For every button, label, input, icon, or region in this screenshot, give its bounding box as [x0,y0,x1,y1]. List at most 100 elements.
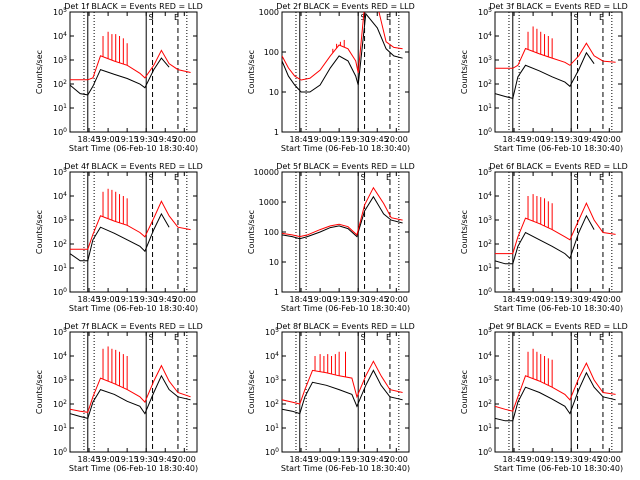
x-axis-title: Start Time (06-Feb-10 18:30:40) [69,464,198,473]
x-tick-label: 18:45 [78,455,101,464]
series-line-lld [70,49,191,81]
start-marker-label: S [361,173,366,182]
x-tick-label: 19:00 [522,295,545,304]
x-tick-label: 19:45 [579,455,602,464]
y-tick-label: 101 [478,423,492,433]
x-tick-label: 19:45 [154,295,177,304]
panel-title: Det 2f BLACK = Events RED = LLD [276,2,415,11]
y-tick-label: 100 [478,127,492,137]
plot-frame [494,11,623,133]
y-tick-label: 103 [265,375,279,385]
x-tick-label: 20:00 [385,455,408,464]
x-tick-label: 18:45 [290,295,313,304]
x-axis-title: Start Time (06-Feb-10 18:30:40) [281,304,410,313]
y-tick-label: 101 [478,263,492,273]
panel-title: Det 1f BLACK = Events RED = LLD [64,2,203,11]
plot-frame [494,171,623,293]
x-tick-label: 18:45 [503,135,526,144]
end-marker-label: E [174,13,179,22]
x-tick-label: 19:30 [135,455,158,464]
y-tick-label: 105 [478,327,492,337]
panel-det-7: Det 7f BLACK = Events RED = LLD 100 101 102… [35,322,203,473]
series-line-events [495,214,595,265]
x-tick-label: 20:00 [385,135,408,144]
plot-frame [69,331,198,453]
series-line-lld [70,364,191,413]
start-marker-label: S [149,173,154,182]
panel-title: Det 7f BLACK = Events RED = LLD [64,322,203,331]
y-tick-label: 105 [53,327,67,337]
series-line-events [282,12,403,93]
end-marker-label: E [386,333,391,342]
y-tick-label: 101 [53,263,67,273]
y-tick-label: 102 [265,399,279,409]
series-line-events [70,212,170,262]
x-tick-label: 19:30 [347,455,370,464]
x-tick-label: 18:45 [78,295,101,304]
y-axis-title: Counts/sec [247,50,256,94]
y-tick-label: 102 [478,79,492,89]
plot-frame [69,171,198,293]
x-axis-title: Start Time (06-Feb-10 18:30:40) [69,144,198,153]
y-tick-label: 105 [53,167,67,177]
series-line-events [282,195,403,240]
panel-title: Det 5f BLACK = Events RED = LLD [276,162,415,171]
y-tick-label: 105 [53,7,67,17]
x-tick-label: 19:00 [97,295,120,304]
y-tick-label: 101 [53,423,67,433]
panel-det-9: Det 9f BLACK = Events RED = LLD 100 101 102… [460,322,628,473]
y-tick-label: 105 [478,167,492,177]
panel-title: Det 9f BLACK = Events RED = LLD [489,322,628,331]
x-tick-label: 19:30 [560,455,583,464]
y-tick-label: 103 [53,55,67,65]
y-axis-title: Counts/sec [460,210,469,254]
x-axis-title: Start Time (06-Feb-10 18:30:40) [494,464,623,473]
series-line-events [70,374,191,419]
y-tick-label: 104 [478,191,492,201]
x-tick-label: 19:00 [97,135,120,144]
x-tick-label: 19:15 [541,295,564,304]
end-marker-label: E [386,173,391,182]
y-tick-label: 105 [265,327,279,337]
end-marker-label: E [599,13,604,22]
series-line-lld [495,201,616,255]
series-line-lld [282,186,403,238]
y-tick-label: 100 [265,447,279,457]
x-tick-label: 19:45 [366,455,389,464]
y-tick-label: 103 [53,375,67,385]
y-tick-label: 102 [53,79,67,89]
panel-title: Det 8f BLACK = Events RED = LLD [276,322,415,331]
series-line-events [495,51,595,100]
x-tick-label: 19:00 [522,455,545,464]
x-tick-label: 18:45 [503,455,526,464]
series-line-events [495,371,616,422]
x-tick-label: 19:00 [522,135,545,144]
y-tick-label: 102 [53,239,67,249]
x-tick-label: 19:15 [328,295,351,304]
start-marker-label: S [574,13,579,22]
x-axis-title: Start Time (06-Feb-10 18:30:40) [494,304,623,313]
end-marker-label: E [174,173,179,182]
panel-det-1: Det 1f BLACK = Events RED = LLD 100 101 102… [35,2,203,153]
y-tick-label: 102 [478,239,492,249]
x-tick-label: 19:15 [328,455,351,464]
panel-det-2: Det 2f BLACK = Events RED = LLD 1 10 100 100… [247,2,415,153]
plot-frame [281,331,410,453]
y-axis-title: Counts/sec [247,210,256,254]
plot-frame [69,11,198,133]
y-tick-label: 100 [53,287,67,297]
start-marker-label: S [149,13,154,22]
y-tick-label: 101 [478,103,492,113]
x-tick-label: 20:00 [173,455,196,464]
panel-det-5: Det 5f BLACK = Events RED = LLD 1 10 100 100… [247,162,415,313]
y-tick-label: 1 [274,128,279,137]
x-tick-label: 20:00 [598,135,621,144]
series-line-lld [495,42,616,69]
y-tick-label: 103 [478,215,492,225]
series-line-lld [282,360,403,405]
end-marker-label: E [599,173,604,182]
y-tick-label: 10000 [254,168,279,177]
start-marker-label: S [361,333,366,342]
x-tick-label: 18:45 [290,135,313,144]
